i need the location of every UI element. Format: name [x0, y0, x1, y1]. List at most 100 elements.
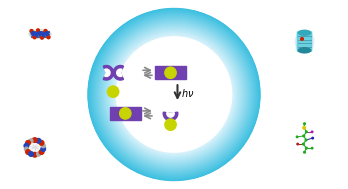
Circle shape — [39, 141, 44, 145]
Circle shape — [31, 32, 35, 35]
Circle shape — [29, 152, 33, 156]
Ellipse shape — [298, 30, 311, 35]
Circle shape — [94, 14, 254, 175]
Circle shape — [104, 25, 244, 164]
Circle shape — [26, 150, 30, 154]
Circle shape — [90, 11, 258, 178]
Circle shape — [101, 22, 247, 167]
Circle shape — [96, 16, 252, 173]
Circle shape — [24, 143, 29, 148]
Circle shape — [98, 19, 250, 170]
Circle shape — [108, 86, 119, 97]
Circle shape — [296, 136, 298, 138]
Ellipse shape — [24, 138, 45, 157]
Circle shape — [97, 17, 251, 172]
Circle shape — [100, 20, 248, 169]
Circle shape — [33, 36, 36, 39]
Circle shape — [26, 141, 30, 145]
Circle shape — [113, 34, 235, 155]
Circle shape — [114, 35, 234, 154]
Circle shape — [42, 33, 45, 36]
Circle shape — [120, 108, 131, 119]
Circle shape — [107, 27, 241, 162]
Wedge shape — [167, 113, 174, 117]
Circle shape — [35, 33, 38, 36]
Circle shape — [92, 13, 256, 176]
Circle shape — [95, 15, 253, 174]
Circle shape — [102, 22, 246, 167]
Circle shape — [109, 30, 239, 159]
Circle shape — [115, 35, 233, 154]
Circle shape — [100, 20, 248, 169]
Circle shape — [103, 23, 245, 166]
Circle shape — [39, 150, 44, 154]
Circle shape — [111, 32, 237, 157]
Circle shape — [297, 143, 299, 145]
Circle shape — [91, 12, 257, 177]
Circle shape — [99, 19, 249, 170]
Circle shape — [94, 15, 254, 174]
Circle shape — [98, 18, 250, 171]
Bar — [155, 66, 186, 79]
Circle shape — [93, 14, 255, 175]
Circle shape — [111, 32, 237, 157]
Ellipse shape — [295, 30, 314, 53]
Circle shape — [94, 15, 254, 174]
Circle shape — [301, 38, 303, 40]
Circle shape — [105, 25, 243, 164]
Circle shape — [111, 31, 237, 158]
Circle shape — [89, 10, 259, 179]
Circle shape — [104, 25, 244, 164]
Circle shape — [95, 16, 253, 173]
Circle shape — [92, 12, 256, 177]
Circle shape — [41, 147, 46, 151]
Circle shape — [105, 26, 243, 163]
Circle shape — [304, 151, 305, 153]
Circle shape — [112, 32, 236, 157]
Circle shape — [116, 37, 232, 152]
Circle shape — [104, 24, 244, 165]
Wedge shape — [103, 66, 113, 80]
Circle shape — [103, 24, 245, 165]
Circle shape — [102, 22, 246, 167]
Circle shape — [305, 139, 307, 141]
Circle shape — [109, 29, 239, 160]
Ellipse shape — [29, 29, 51, 39]
Circle shape — [88, 9, 260, 180]
Circle shape — [165, 67, 176, 78]
Circle shape — [116, 36, 232, 153]
Circle shape — [108, 29, 240, 160]
Circle shape — [306, 147, 307, 149]
Circle shape — [47, 36, 50, 39]
Circle shape — [32, 152, 37, 157]
Circle shape — [90, 11, 258, 178]
Circle shape — [45, 32, 49, 35]
Circle shape — [311, 131, 313, 133]
Circle shape — [38, 32, 42, 35]
Circle shape — [113, 34, 235, 155]
Circle shape — [114, 34, 234, 155]
Circle shape — [89, 9, 259, 180]
Circle shape — [30, 29, 33, 33]
Circle shape — [98, 19, 250, 170]
Circle shape — [304, 123, 305, 125]
Circle shape — [41, 36, 44, 39]
Circle shape — [303, 127, 305, 129]
Circle shape — [99, 20, 249, 169]
Wedge shape — [163, 112, 178, 121]
Circle shape — [88, 9, 260, 180]
Circle shape — [113, 33, 235, 156]
FancyBboxPatch shape — [297, 32, 312, 51]
Circle shape — [90, 10, 258, 179]
Circle shape — [44, 29, 47, 33]
Circle shape — [112, 33, 236, 156]
Circle shape — [107, 28, 241, 161]
Circle shape — [106, 26, 242, 163]
Wedge shape — [113, 66, 124, 80]
Circle shape — [110, 30, 238, 159]
Circle shape — [96, 17, 252, 172]
Wedge shape — [105, 69, 110, 77]
Circle shape — [110, 31, 238, 158]
Circle shape — [115, 36, 233, 153]
Circle shape — [105, 26, 243, 163]
